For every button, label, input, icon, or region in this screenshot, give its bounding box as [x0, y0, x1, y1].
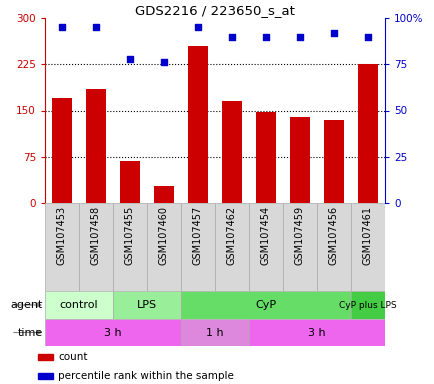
- Bar: [79, 203, 113, 291]
- Bar: [181, 203, 214, 291]
- Point: [330, 30, 337, 36]
- Bar: [248, 319, 384, 346]
- Bar: [52, 98, 72, 203]
- Bar: [181, 319, 248, 346]
- Point: [228, 33, 235, 40]
- Text: GSM107455: GSM107455: [125, 206, 135, 265]
- Text: agent: agent: [10, 300, 43, 310]
- Bar: [248, 203, 283, 291]
- Text: GSM107460: GSM107460: [159, 206, 169, 265]
- Text: CyP plus LPS: CyP plus LPS: [339, 301, 396, 310]
- Text: GSM107456: GSM107456: [328, 206, 338, 265]
- Point: [160, 59, 167, 65]
- Point: [126, 56, 133, 62]
- Text: GSM107461: GSM107461: [362, 206, 372, 265]
- Text: count: count: [58, 352, 88, 362]
- Text: GSM107457: GSM107457: [193, 206, 203, 265]
- Bar: [45, 203, 79, 291]
- Bar: [221, 101, 242, 203]
- Bar: [181, 291, 350, 319]
- Point: [194, 24, 201, 30]
- Text: GSM107459: GSM107459: [294, 206, 304, 265]
- Text: GSM107462: GSM107462: [227, 206, 237, 265]
- Bar: [37, 373, 53, 379]
- Text: 1 h: 1 h: [206, 328, 224, 338]
- Bar: [316, 203, 350, 291]
- Text: GSM107454: GSM107454: [260, 206, 270, 265]
- Bar: [289, 117, 309, 203]
- Bar: [154, 186, 174, 203]
- Point: [92, 24, 99, 30]
- Text: 3 h: 3 h: [307, 328, 325, 338]
- Bar: [255, 112, 276, 203]
- Text: CyP: CyP: [255, 300, 276, 310]
- Point: [262, 33, 269, 40]
- Bar: [214, 203, 248, 291]
- Text: percentile rank within the sample: percentile rank within the sample: [58, 371, 234, 381]
- Bar: [45, 291, 113, 319]
- Bar: [37, 354, 53, 360]
- Point: [364, 33, 371, 40]
- Bar: [85, 89, 106, 203]
- Text: GSM107453: GSM107453: [57, 206, 67, 265]
- Bar: [119, 161, 140, 203]
- Bar: [147, 203, 181, 291]
- Bar: [45, 319, 181, 346]
- Title: GDS2216 / 223650_s_at: GDS2216 / 223650_s_at: [135, 4, 294, 17]
- Point: [296, 33, 303, 40]
- Bar: [323, 120, 343, 203]
- Text: control: control: [59, 300, 98, 310]
- Bar: [113, 203, 147, 291]
- Bar: [283, 203, 316, 291]
- Text: time: time: [17, 328, 43, 338]
- Bar: [350, 203, 384, 291]
- Bar: [357, 64, 377, 203]
- Bar: [113, 291, 181, 319]
- Text: GSM107458: GSM107458: [91, 206, 101, 265]
- Text: 3 h: 3 h: [104, 328, 122, 338]
- Bar: [350, 291, 384, 319]
- Bar: [187, 46, 208, 203]
- Text: LPS: LPS: [137, 300, 157, 310]
- Point: [59, 24, 66, 30]
